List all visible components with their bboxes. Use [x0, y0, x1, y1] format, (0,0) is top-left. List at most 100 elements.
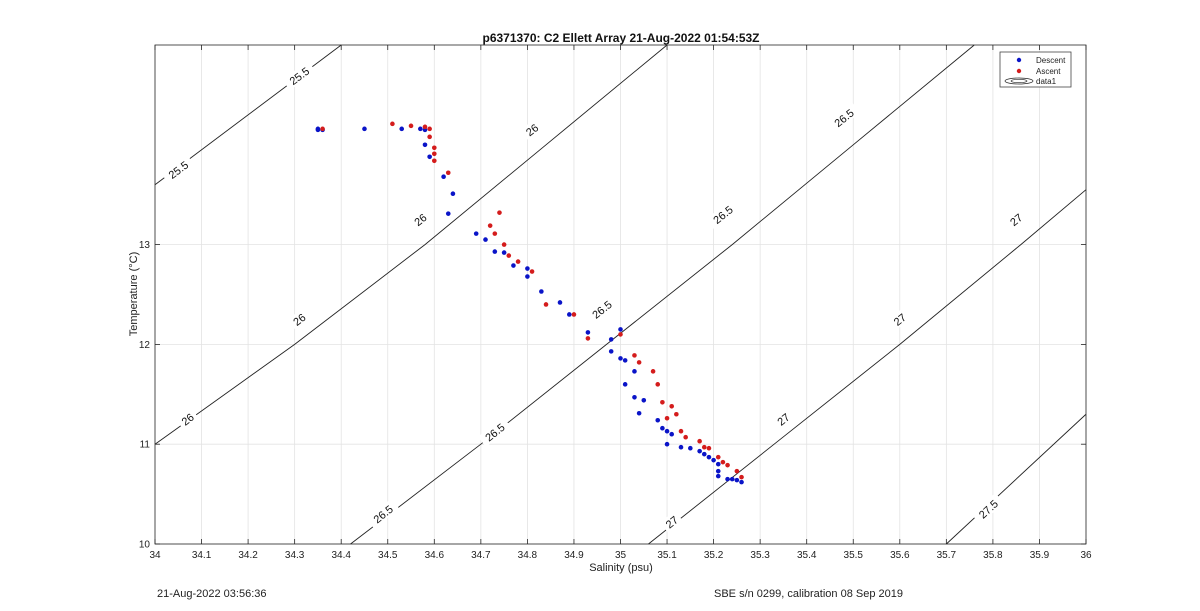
legend-contour-marker-inner — [1010, 79, 1028, 83]
x-tick-label: 34.1 — [192, 550, 212, 561]
descent-point — [636, 410, 642, 416]
y-tick-label: 11 — [140, 440, 151, 451]
x-tick-label: 35.7 — [937, 550, 957, 561]
legend: Descent Ascent data1 — [999, 51, 1072, 88]
grid-lines — [154, 45, 1087, 545]
contour-label-bg — [585, 294, 619, 325]
ascent-point — [660, 399, 665, 405]
ascent-point — [715, 454, 721, 460]
descent-point — [655, 417, 661, 423]
contour-label-bg — [175, 407, 199, 430]
contour-label: 27 — [1008, 212, 1025, 229]
ascent-point — [320, 126, 325, 132]
ascent-point — [739, 474, 744, 480]
contour-label: 26 — [180, 412, 197, 429]
ascent-point — [408, 123, 414, 129]
descent-point — [483, 237, 488, 242]
contour-line-26 — [154, 44, 668, 445]
descent-point — [622, 358, 628, 363]
x-tick-label: 35.8 — [983, 550, 1003, 561]
descent-point — [492, 249, 498, 254]
ascent-point — [655, 382, 661, 387]
legend-contour-marker — [1004, 77, 1034, 85]
legend-data1-label: data1 — [1036, 77, 1057, 86]
descent-point — [362, 126, 367, 132]
y-tick-label: 12 — [139, 340, 151, 351]
y-ticks: 10 11 12 13 — [139, 240, 1086, 551]
ascent-point — [674, 411, 679, 417]
ascent-point — [445, 170, 451, 176]
contour-label: 27 — [664, 514, 681, 531]
y-tick-label: 13 — [139, 240, 151, 251]
descent-point — [688, 445, 693, 451]
descent-point — [525, 266, 530, 271]
contour-label-bg — [287, 308, 311, 331]
contour-label-bg — [706, 199, 740, 230]
descent-point — [585, 330, 591, 335]
ascent-point — [706, 445, 712, 451]
legend-box — [999, 51, 1072, 88]
descent-point — [511, 263, 516, 268]
descent-point — [473, 231, 479, 236]
contour-label-bg — [408, 208, 432, 231]
contour-label-bg — [1004, 208, 1028, 231]
descent-point — [641, 397, 647, 403]
ascent-point — [636, 360, 642, 365]
ascent-point — [734, 468, 740, 474]
contour-label: 26 — [291, 312, 308, 329]
descent-point — [701, 451, 707, 457]
ascent-point — [432, 158, 437, 164]
descent-point — [664, 441, 670, 447]
ascent-point — [543, 302, 549, 307]
contour-line-27.5 — [946, 413, 1087, 545]
x-tick-label: 34.9 — [564, 550, 584, 561]
descent-point — [608, 337, 614, 342]
footer-timestamp: 21-Aug-2022 03:56:36 — [157, 588, 267, 600]
descent-point — [711, 457, 716, 463]
ascent-point — [571, 312, 577, 317]
contour-label-bg — [520, 118, 544, 141]
contour-label-bg — [888, 308, 911, 331]
contour-label: 26 — [412, 212, 429, 229]
x-tick-label: 34.8 — [518, 550, 538, 561]
y-tick-label: 10 — [139, 540, 151, 551]
ascent-point — [618, 332, 623, 337]
ascent-point — [422, 124, 428, 130]
descent-point — [664, 428, 670, 434]
chart-title: p6371370: C2 Ellett Array 21-Aug-2022 01… — [482, 31, 759, 45]
contour-line-26.5 — [350, 44, 975, 545]
ascent-point — [501, 242, 507, 247]
descent-point — [427, 154, 432, 160]
descent-point — [566, 312, 572, 317]
ascent-point — [515, 259, 521, 264]
descent-point — [608, 349, 614, 354]
descent-point — [618, 327, 623, 332]
x-tick-label: 35.6 — [890, 550, 910, 561]
descent-point — [622, 382, 628, 387]
ascent-point — [492, 231, 498, 236]
x-tick-label: 34 — [149, 550, 161, 561]
ascent-point — [427, 134, 432, 140]
x-tick-label: 36 — [1080, 550, 1092, 561]
contour-label-bg — [282, 60, 316, 91]
descent-point — [734, 477, 740, 483]
legend-ascent-label: Ascent — [1036, 67, 1061, 76]
descent-point — [539, 289, 544, 294]
contour-label: 27 — [892, 312, 909, 329]
contour-label-bg — [771, 407, 795, 430]
ascent-point — [650, 369, 656, 374]
contour-label-bg — [971, 493, 1005, 525]
descent-point — [725, 476, 730, 482]
contour-label: 27 — [776, 412, 793, 429]
contour-label-bg — [659, 510, 683, 533]
descent-point — [418, 126, 423, 132]
ascent-point — [664, 415, 670, 421]
descent-point — [445, 211, 451, 216]
x-tick-label: 34.2 — [238, 550, 258, 561]
ascent-point — [432, 151, 437, 157]
descent-point — [678, 444, 684, 450]
descent-point — [422, 142, 428, 148]
contour-label: 26 — [524, 122, 541, 139]
legend-descent-label: Descent — [1036, 56, 1066, 65]
ascent-point — [632, 353, 637, 358]
